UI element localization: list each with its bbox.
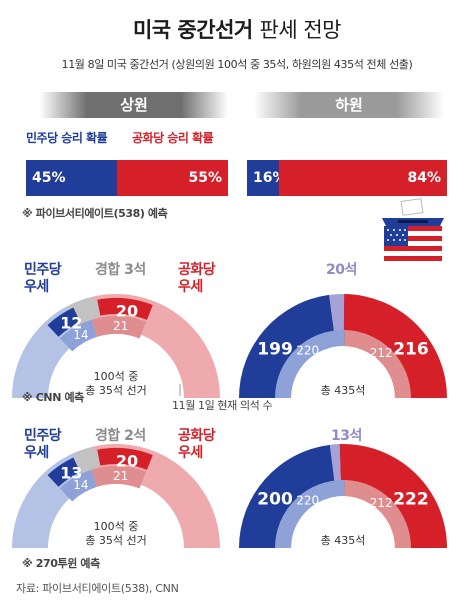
tossup-forecast-core xyxy=(73,449,101,472)
dem-probability-label: 민주당 승리 확률 xyxy=(26,131,108,145)
center-text: 총 435석 xyxy=(321,534,366,547)
flag-ballot-box-icon xyxy=(382,198,444,262)
senate-header: 상원 xyxy=(40,92,228,118)
rep-probability-label: 공화당 승리 확률 xyxy=(132,131,214,145)
dem-lead-line2: 우세 xyxy=(24,445,49,461)
rep-forecast-value: 20 xyxy=(116,302,138,321)
house-header: 하원 xyxy=(254,92,444,118)
rep-current-arc xyxy=(91,466,147,489)
270-tossup-label: 경합 2석 xyxy=(95,428,146,445)
dem-current-value: 14 xyxy=(73,478,88,492)
dem-current-arc xyxy=(275,330,345,398)
rep-current-arc xyxy=(344,480,411,548)
house-tossup-count: 13 xyxy=(331,428,350,444)
dem-current-arc xyxy=(59,319,97,352)
rep-forecast-value: 222 xyxy=(393,490,429,510)
cnn-house-hemicycle: 199 216 220 212 총 435석 xyxy=(239,294,447,398)
tossup-text: 경합 xyxy=(95,428,120,444)
tossup-count: 2 xyxy=(124,428,134,444)
270-dem-lead-label: 민주당 우세 xyxy=(24,428,62,462)
270-senate-hemicycle: 13 20 14 21 100석 중총 35석 선거 xyxy=(12,444,220,548)
center-text: 총 35석 선거 xyxy=(85,384,146,397)
cnn-dem-lead-label: 민주당 우세 xyxy=(24,262,62,296)
dem-lead-line1: 민주당 xyxy=(24,428,62,444)
senate-dem-bar: 45% xyxy=(26,160,117,196)
270-rep-lead-label: 공화당 우세 xyxy=(178,428,216,462)
tossup-text: 경합 xyxy=(95,262,120,278)
270-house-tossup-label: 13석 xyxy=(331,428,362,445)
dem-current-value: 220 xyxy=(296,343,319,357)
house-dem-bar: 16% xyxy=(247,160,287,196)
center-text: 총 35석 선거 xyxy=(85,534,146,547)
center-text: 100석 중 xyxy=(94,520,139,533)
rep-current-value: 21 xyxy=(113,319,128,333)
cnn-senate-hemicycle: 12 20 14 21 100석 중총 35석 선거 xyxy=(12,294,220,398)
center-hole xyxy=(291,346,395,398)
dem-forecast-value: 199 xyxy=(257,340,293,360)
senate-probability-bar: 45% 55% xyxy=(26,160,228,196)
seat-unit: 석 xyxy=(133,262,146,278)
cnn-hemicycle-chart: 12 20 14 21 100석 중총 35석 선거 199 216 220 212 총 435… xyxy=(12,294,447,398)
rep-current-arc xyxy=(91,316,147,339)
rep-current-value: 212 xyxy=(370,346,393,360)
dem-forecast-core xyxy=(47,307,81,337)
tossup-count: 3 xyxy=(124,262,134,278)
senate-rep-bar: 55% xyxy=(116,160,228,196)
dem-current-arc xyxy=(275,480,345,548)
dem-lead-line2: 우세 xyxy=(24,279,49,295)
rep-forecast-value: 216 xyxy=(393,340,429,360)
rep-lead-line2: 우세 xyxy=(178,279,203,295)
rep-current-value: 212 xyxy=(370,496,393,510)
source-note: 자료: 파이브서티에이트(538), CNN xyxy=(16,582,179,595)
seat-unit: 석 xyxy=(344,262,357,278)
rep-lead-line1: 공화당 xyxy=(178,428,216,444)
dem-current-value: 14 xyxy=(73,328,88,342)
page-title: 미국 중간선거 판세 전망 xyxy=(0,14,474,44)
house-probability-bar: 16% 84% xyxy=(247,160,447,196)
title-sub: 판세 전망 xyxy=(259,18,342,42)
cnn-tossup-label: 경합 3석 xyxy=(95,262,146,279)
center-text: 100석 중 xyxy=(94,370,139,383)
cnn-forecast-note: ※ CNN 예측 xyxy=(22,391,84,404)
current-seats-arrow-icon xyxy=(179,384,181,396)
cnn-house-tossup-label: 20석 xyxy=(326,262,357,279)
dem-forecast-value: 13 xyxy=(60,463,82,482)
title-main: 미국 중간선거 xyxy=(132,18,253,42)
seat-unit: 석 xyxy=(349,428,362,444)
dem-forecast-core xyxy=(47,457,81,487)
subtitle: 11월 8일 미국 중간선거 (상원의원 100석 중 35석, 하원의원 43… xyxy=(61,58,413,71)
dem-lead-line1: 민주당 xyxy=(24,262,62,278)
house-rep-bar: 84% xyxy=(279,160,447,196)
dem-current-arc xyxy=(59,469,97,502)
rep-current-arc xyxy=(344,330,411,398)
rep-lead-line2: 우세 xyxy=(178,445,203,461)
seat-unit: 석 xyxy=(133,428,146,444)
current-seats-note: 11월 1일 현재 의석 수 xyxy=(172,399,273,412)
270-house-hemicycle: 200 222 220 212 총 435석 xyxy=(239,444,447,548)
270towin-forecast-note: ※ 270투윈 예측 xyxy=(22,557,100,570)
house-tossup-count: 20 xyxy=(326,262,345,278)
rep-lead-line1: 공화당 xyxy=(178,262,216,278)
dem-current-value: 220 xyxy=(296,493,319,507)
rep-forecast-core xyxy=(97,448,153,470)
rep-forecast-value: 20 xyxy=(116,452,138,471)
fivethirtyeight-note: ※ 파이브서티에이트(538) 예측 xyxy=(22,207,168,220)
rep-current-value: 21 xyxy=(113,469,128,483)
dem-forecast-value: 12 xyxy=(60,313,82,332)
center-hole xyxy=(291,496,395,548)
rep-forecast-core xyxy=(97,298,153,320)
center-text: 총 435석 xyxy=(321,384,366,397)
270-hemicycle-chart: 13 20 14 21 100석 중총 35석 선거 200 222 220 212 총 435… xyxy=(12,444,447,548)
dem-forecast-value: 200 xyxy=(257,490,293,510)
tossup-forecast-core xyxy=(73,299,101,322)
cnn-rep-lead-label: 공화당 우세 xyxy=(178,262,216,296)
